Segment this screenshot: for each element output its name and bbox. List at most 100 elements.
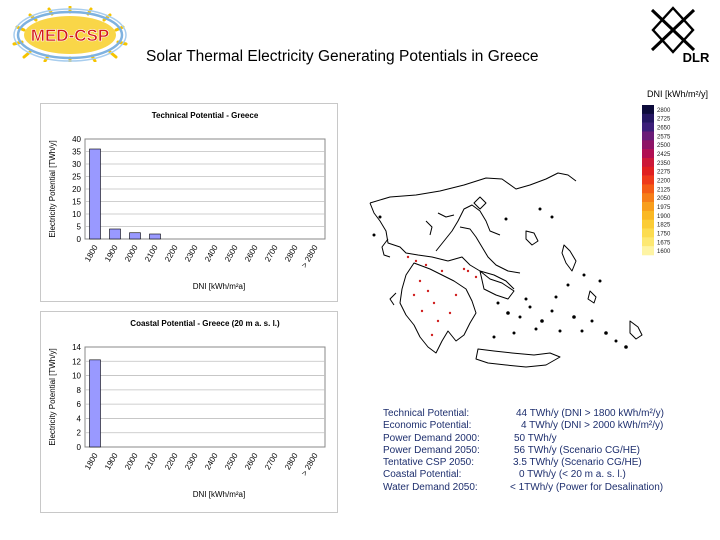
legend-value: 1900 xyxy=(657,214,671,220)
legend-value: 2350 xyxy=(657,161,671,167)
legend-swatch xyxy=(642,131,654,141)
x-tick-label: 1900 xyxy=(103,243,120,263)
bar xyxy=(109,228,121,240)
legend-swatch xyxy=(642,228,654,238)
x-tick-label: 2800 xyxy=(283,451,300,471)
y-tick-label: 15 xyxy=(72,198,81,207)
legend-swatch xyxy=(642,219,654,229)
y-tick-label: 6 xyxy=(77,400,82,409)
stat-label: Water Demand 2050: xyxy=(383,481,478,493)
y-tick-label: 10 xyxy=(72,210,81,219)
legend-swatch xyxy=(642,140,654,150)
y-tick-label: 12 xyxy=(72,357,81,366)
legend-swatch xyxy=(642,246,654,256)
x-tick-label: 2000 xyxy=(123,243,140,263)
stat-value: 4 TWh/y (DNI > 2000 kWh/m²/y) xyxy=(521,420,664,432)
legend-swatch xyxy=(642,202,654,212)
dlr-emblem-icon xyxy=(650,6,696,54)
stat-label: Technical Potential: xyxy=(383,408,470,419)
legend-value: 2425 xyxy=(657,152,671,158)
legend-value: 2200 xyxy=(657,179,671,185)
technical-potential-chart-panel: Technical Potential - Greece 0 5 10 15 20 25 30… xyxy=(40,103,338,302)
legend-swatch xyxy=(642,113,654,123)
y-tick-label: 0 xyxy=(77,235,82,244)
stat-value: 44 TWh/y (DNI > 1800 kWh/m²/y) xyxy=(516,408,664,419)
coastal-potential-chart-panel: Coastal Potential - Greece (20 m a. s. l… xyxy=(40,311,338,513)
x-tick-label: 2300 xyxy=(183,451,200,471)
x-axis-label: DNI [kWh/m²a] xyxy=(193,490,245,499)
x-tick-label: 2400 xyxy=(203,451,220,471)
x-tick-label: 2500 xyxy=(223,243,240,263)
x-tick-label: 2600 xyxy=(243,243,260,263)
y-tick-label: 35 xyxy=(72,148,81,157)
x-tick-label: 2300 xyxy=(183,243,200,263)
coastal-potential-chart: Coastal Potential - Greece (20 m a. s. l… xyxy=(48,319,326,499)
logo-right-text: DLR xyxy=(683,50,710,65)
y-tick-label: 8 xyxy=(77,386,82,395)
legend-swatch xyxy=(642,175,654,185)
x-tick-label: 2400 xyxy=(203,243,220,263)
legend-value: 1750 xyxy=(657,231,671,237)
legend-value: 1825 xyxy=(657,223,671,229)
stat-label: Power Demand 2050: xyxy=(383,444,480,456)
x-tick-label: 2700 xyxy=(263,243,280,263)
greece-coastline xyxy=(369,172,643,368)
logo-left-text: MED-CSP xyxy=(31,26,109,45)
y-tick-label: 0 xyxy=(77,443,82,452)
y-axis-label: Electricity Potential [TWh/y] xyxy=(48,140,57,237)
y-tick-label: 40 xyxy=(72,135,81,144)
y-tick-label: 10 xyxy=(72,372,81,381)
x-axis-label: DNI [kWh/m²a] xyxy=(193,282,245,291)
x-tick-label: > 2800 xyxy=(300,243,320,269)
technical-potential-chart: Technical Potential - Greece 0 5 10 15 20 25 30… xyxy=(48,111,326,291)
legend-swatch xyxy=(642,210,654,221)
legend-value: 1975 xyxy=(657,205,671,211)
legend-swatch xyxy=(642,237,654,247)
x-tick-label: 2100 xyxy=(143,451,160,471)
legend-value: 2050 xyxy=(657,196,671,202)
y-tick-label: 14 xyxy=(72,343,81,352)
y-tick-label: 25 xyxy=(72,173,81,182)
legend-value: 2275 xyxy=(657,170,671,176)
aegean-islands xyxy=(372,207,628,349)
dni-color-legend: 2800 2725 2650 2575 2500 2425 2350 2275 2200 2125… xyxy=(642,105,671,256)
x-tick-label: 2200 xyxy=(163,451,180,471)
legend-value: 2575 xyxy=(657,134,671,140)
bar xyxy=(89,148,101,240)
legend-value: 1600 xyxy=(657,249,671,255)
y-tick-label: 20 xyxy=(72,185,81,194)
legend-value: 2125 xyxy=(657,187,671,193)
greece-dni-map: DNI [kWh/m²/y] 2800272526502575250024252… xyxy=(369,89,708,368)
stat-value: 3.5 TWh/y (Scenario CG/HE) xyxy=(513,457,642,469)
bar xyxy=(149,233,161,240)
stat-label: Economic Potential: xyxy=(383,420,472,432)
legend-value: 2500 xyxy=(657,143,671,149)
dni-hotspots xyxy=(406,255,478,337)
stat-value: < 1TWh/y (Power for Desalination) xyxy=(510,481,664,493)
bar xyxy=(89,359,101,448)
x-tick-label: 2000 xyxy=(123,451,140,471)
x-tick-label: > 2800 xyxy=(300,451,320,477)
x-tick-label: 2100 xyxy=(143,243,160,263)
y-tick-label: 2 xyxy=(77,429,82,438)
page-title: Solar Thermal Electricity Generating Pot… xyxy=(146,48,539,65)
stat-value: 0 TWh/y (< 20 m a. s. l.) xyxy=(519,469,626,481)
legend-swatch xyxy=(642,122,654,132)
stat-value: 50 TWh/y xyxy=(514,432,557,444)
x-tick-label: 1800 xyxy=(83,243,100,263)
med-csp-logo: MED-CSP xyxy=(12,6,128,62)
dlr-logo: DLR xyxy=(650,6,710,65)
x-tick-label: 2800 xyxy=(283,243,300,263)
y-axis-label: Electricity Potential [TWh/y] xyxy=(48,348,57,445)
stat-value: 56 TWh/y (Scenario CG/HE) xyxy=(514,444,640,456)
legend-swatch xyxy=(642,184,654,194)
legend-swatch xyxy=(642,157,654,168)
stat-label: Power Demand 2000: xyxy=(383,432,480,444)
x-tick-label: 1800 xyxy=(83,451,100,471)
x-tick-label: 2600 xyxy=(243,451,260,471)
y-tick-label: 5 xyxy=(77,223,82,232)
legend-swatch xyxy=(642,193,654,203)
y-tick-label: 4 xyxy=(77,414,82,423)
legend-value: 2725 xyxy=(657,117,671,123)
legend-swatch xyxy=(642,105,654,115)
